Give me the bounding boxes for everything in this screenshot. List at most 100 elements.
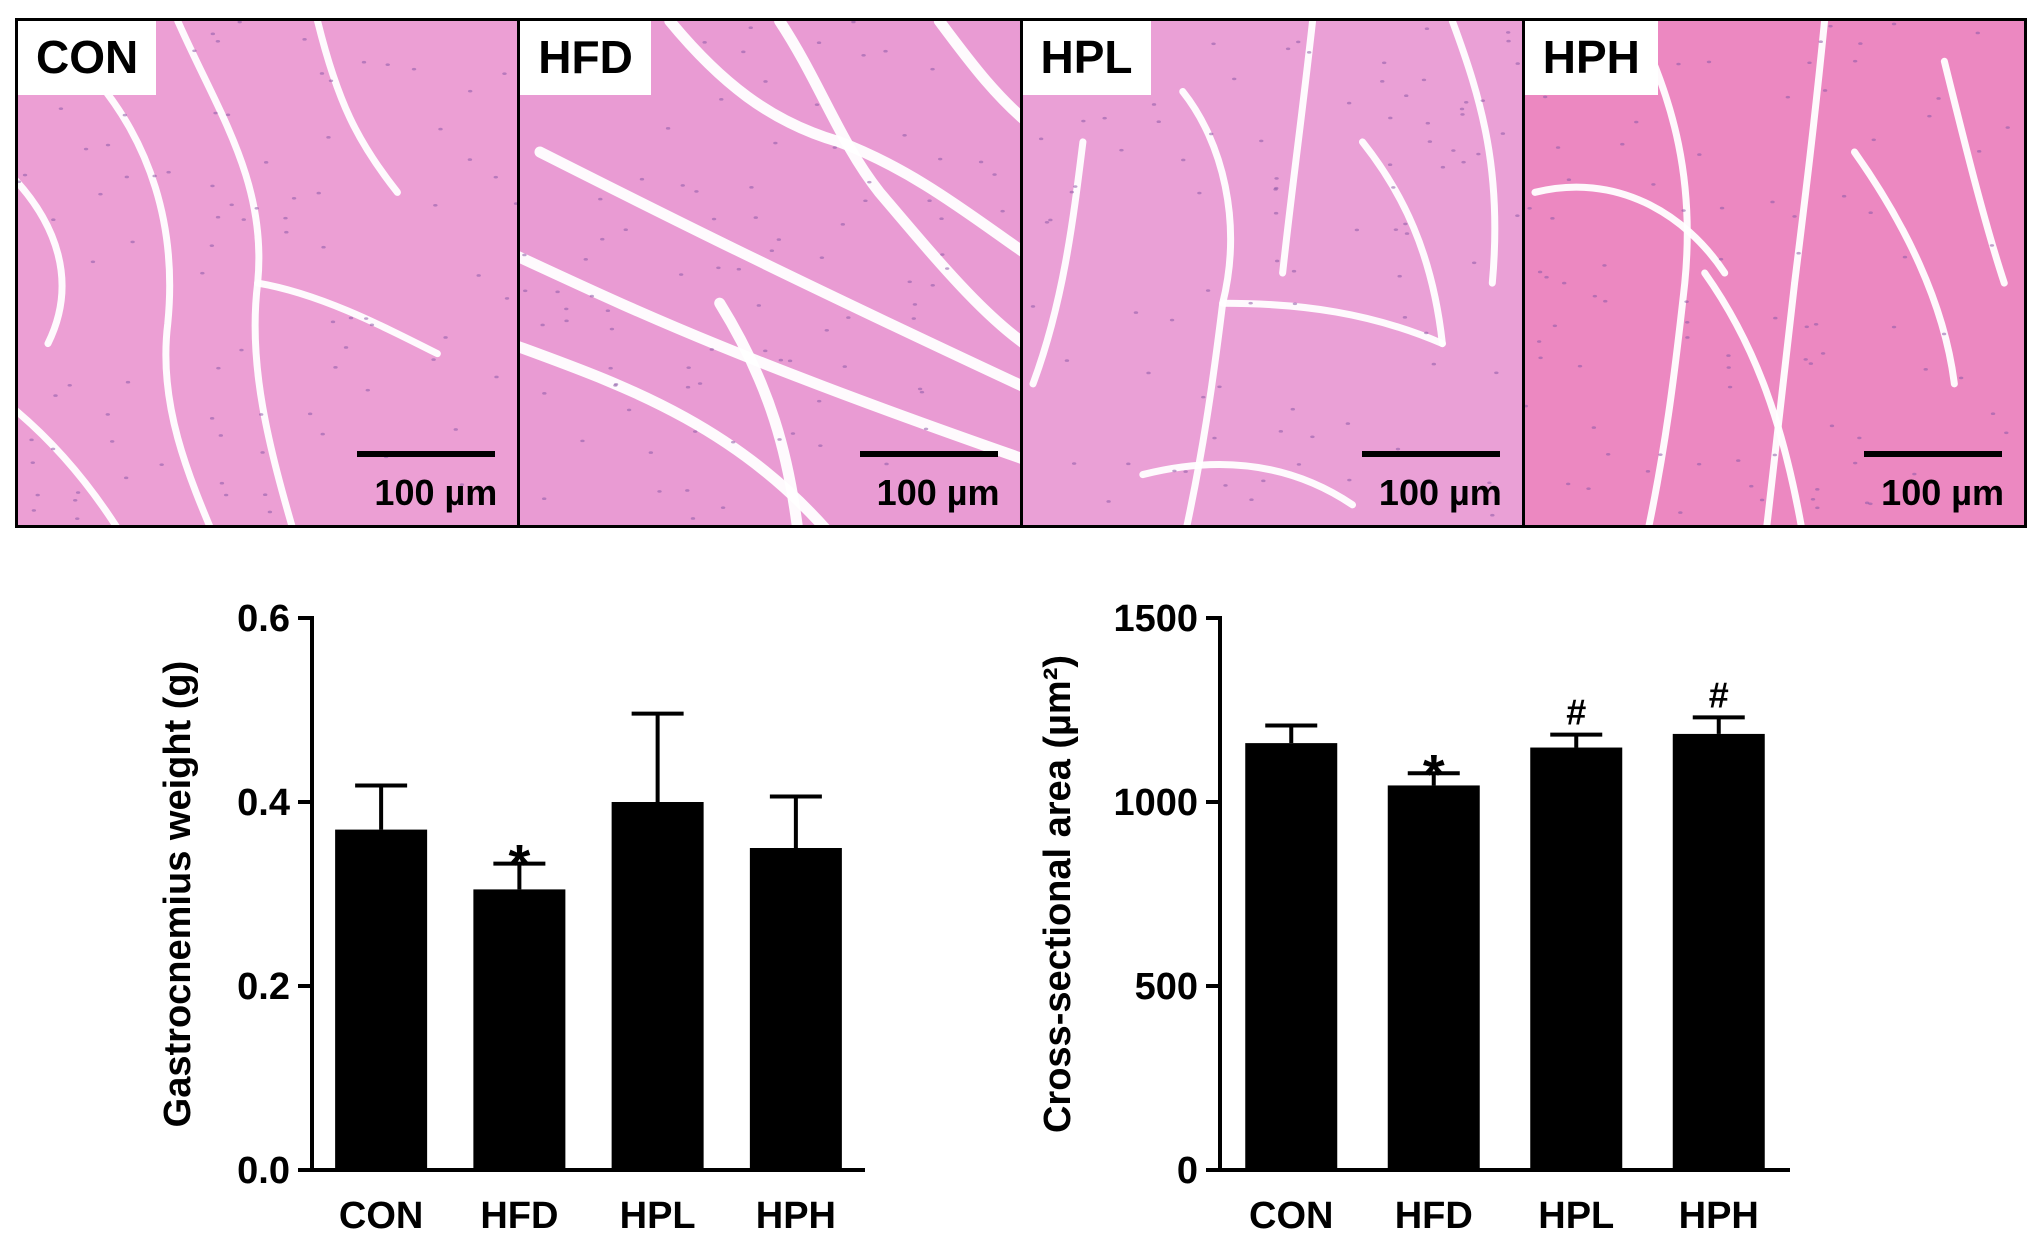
y-tick-label: 0	[1177, 1150, 1198, 1192]
cross-sectional-area-chart: 0 500 1000 1500 Cross-sectional area (µm²) CO…	[1030, 560, 1800, 1250]
nucleus	[1515, 62, 1520, 65]
nucleus	[51, 218, 56, 222]
nucleus	[200, 271, 205, 275]
nucleus	[1208, 132, 1213, 136]
nucleus	[1274, 259, 1279, 263]
bar	[1245, 743, 1338, 1170]
nucleus	[31, 509, 37, 512]
nucleus	[166, 170, 171, 174]
nucleus	[583, 258, 589, 261]
nucleus	[419, 482, 424, 486]
nucleus	[1402, 222, 1408, 226]
nucleus	[555, 290, 561, 294]
nucleus	[1857, 42, 1863, 45]
nucleus	[1216, 385, 1222, 389]
nucleus	[1958, 376, 1964, 380]
nucleus	[262, 493, 268, 497]
scale-bar-label: 100 µm	[1881, 472, 2004, 513]
nucleus	[1829, 424, 1834, 428]
nucleus	[431, 358, 436, 361]
nucleus	[1684, 300, 1689, 303]
tissue-image	[18, 21, 518, 525]
nucleus	[216, 366, 221, 370]
nucleus	[1681, 209, 1686, 212]
nucleus	[979, 160, 984, 164]
nucleus	[598, 197, 603, 201]
nucleus	[840, 223, 846, 226]
nucleus	[600, 237, 605, 241]
significance-marker: #	[1709, 674, 1729, 715]
nucleus	[1772, 453, 1777, 457]
nucleus	[1975, 31, 1980, 35]
y-tick-label: 1000	[1113, 782, 1198, 824]
nucleus	[1852, 461, 1858, 465]
nucleus	[1505, 31, 1510, 34]
nucleus	[920, 390, 925, 394]
nucleus	[1544, 275, 1549, 279]
nucleus	[1923, 368, 1928, 371]
nucleus	[1891, 22, 1897, 26]
nucleus	[1726, 354, 1731, 357]
nucleus	[1748, 484, 1754, 488]
tissue-gap	[314, 21, 401, 196]
tissue-gap	[934, 21, 1020, 123]
nucleus	[29, 438, 34, 442]
nucleus	[35, 493, 40, 497]
tissue-background	[18, 21, 518, 525]
nucleus	[666, 127, 671, 130]
y-tick-label: 0.6	[237, 598, 290, 640]
nucleus	[693, 430, 698, 433]
nucleus	[1047, 218, 1053, 222]
nucleus	[124, 175, 130, 179]
nucleus	[58, 107, 64, 110]
nucleus	[1577, 364, 1582, 368]
tissue-gap	[18, 407, 120, 525]
bar	[1530, 747, 1623, 1170]
nucleus	[219, 481, 225, 485]
nucleus	[385, 63, 390, 66]
nucleus	[540, 323, 546, 327]
nucleus	[1650, 183, 1656, 186]
nucleus	[522, 253, 527, 257]
nucleus	[817, 399, 822, 403]
nucleus	[945, 267, 950, 270]
nucleus	[1527, 206, 1532, 210]
nucleus	[215, 39, 221, 43]
nucleus	[209, 244, 215, 247]
nucleus	[1719, 206, 1725, 210]
nucleus	[237, 21, 242, 24]
x-tick-label: HFD	[480, 1195, 558, 1237]
nucleus	[1602, 299, 1608, 303]
x-tick-label: HPH	[1679, 1195, 1759, 1237]
tissue-gap	[254, 279, 441, 358]
nucleus	[851, 21, 856, 24]
tissue-gap	[1448, 21, 1498, 287]
y-axis-label: Gastrocnemius weight (g)	[157, 661, 199, 1128]
nucleus	[1645, 470, 1650, 473]
nucleus	[1537, 270, 1543, 274]
nucleus	[1133, 311, 1138, 314]
nucleus	[1393, 228, 1398, 231]
nucleus	[698, 382, 703, 385]
nucleus	[22, 173, 28, 177]
nucleus	[1696, 153, 1702, 156]
nucleus	[502, 72, 507, 75]
nucleus	[1555, 146, 1561, 149]
nucleus	[753, 216, 759, 219]
nucleus	[719, 98, 724, 101]
tissue-gap	[1763, 21, 1828, 525]
nucleus	[657, 490, 662, 493]
nucleus	[1524, 404, 1528, 408]
nucleus	[348, 316, 354, 320]
nucleus	[1285, 47, 1290, 51]
nucleus	[1990, 412, 1995, 416]
tissue-gap	[1138, 461, 1356, 509]
nucleus	[564, 307, 569, 311]
nucleus	[523, 289, 528, 293]
nucleus	[1772, 316, 1778, 320]
nucleus	[679, 273, 684, 276]
nucleus	[1808, 362, 1813, 365]
nucleus	[1273, 186, 1278, 190]
nucleus	[1911, 472, 1917, 476]
nucleus	[1814, 488, 1820, 491]
